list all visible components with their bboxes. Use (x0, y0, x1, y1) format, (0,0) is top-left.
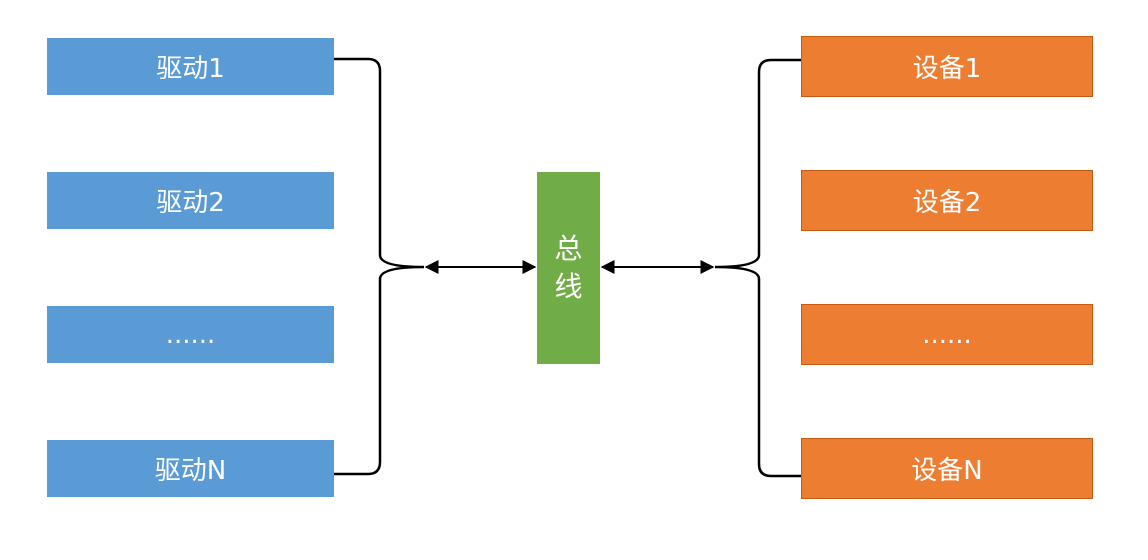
bus-box: 总 线 (537, 172, 600, 364)
device-label: 设备2 (912, 188, 982, 218)
driver-box-ellipsis: ...... (47, 306, 334, 363)
driver-label: ...... (165, 319, 216, 350)
left-brace (334, 57, 425, 476)
driver-label: 驱动N (154, 456, 227, 486)
bus-label-char-2: 线 (554, 270, 583, 303)
bus-label-char-1: 总 (554, 232, 583, 265)
driver-label: 驱动1 (156, 54, 225, 84)
driver-box-n: 驱动N (47, 440, 334, 497)
device-box-n: 设备N (801, 438, 1093, 499)
driver-label: 驱动2 (156, 188, 225, 218)
device-box-1: 设备1 (801, 36, 1093, 97)
device-box-2: 设备2 (801, 170, 1093, 231)
device-label: 设备1 (912, 54, 982, 84)
device-box-ellipsis: ...... (801, 304, 1093, 365)
device-label: 设备N (911, 456, 983, 486)
driver-box-2: 驱动2 (47, 172, 334, 229)
device-label: ...... (922, 319, 972, 350)
driver-box-1: 驱动1 (47, 38, 334, 95)
right-brace (714, 58, 801, 478)
